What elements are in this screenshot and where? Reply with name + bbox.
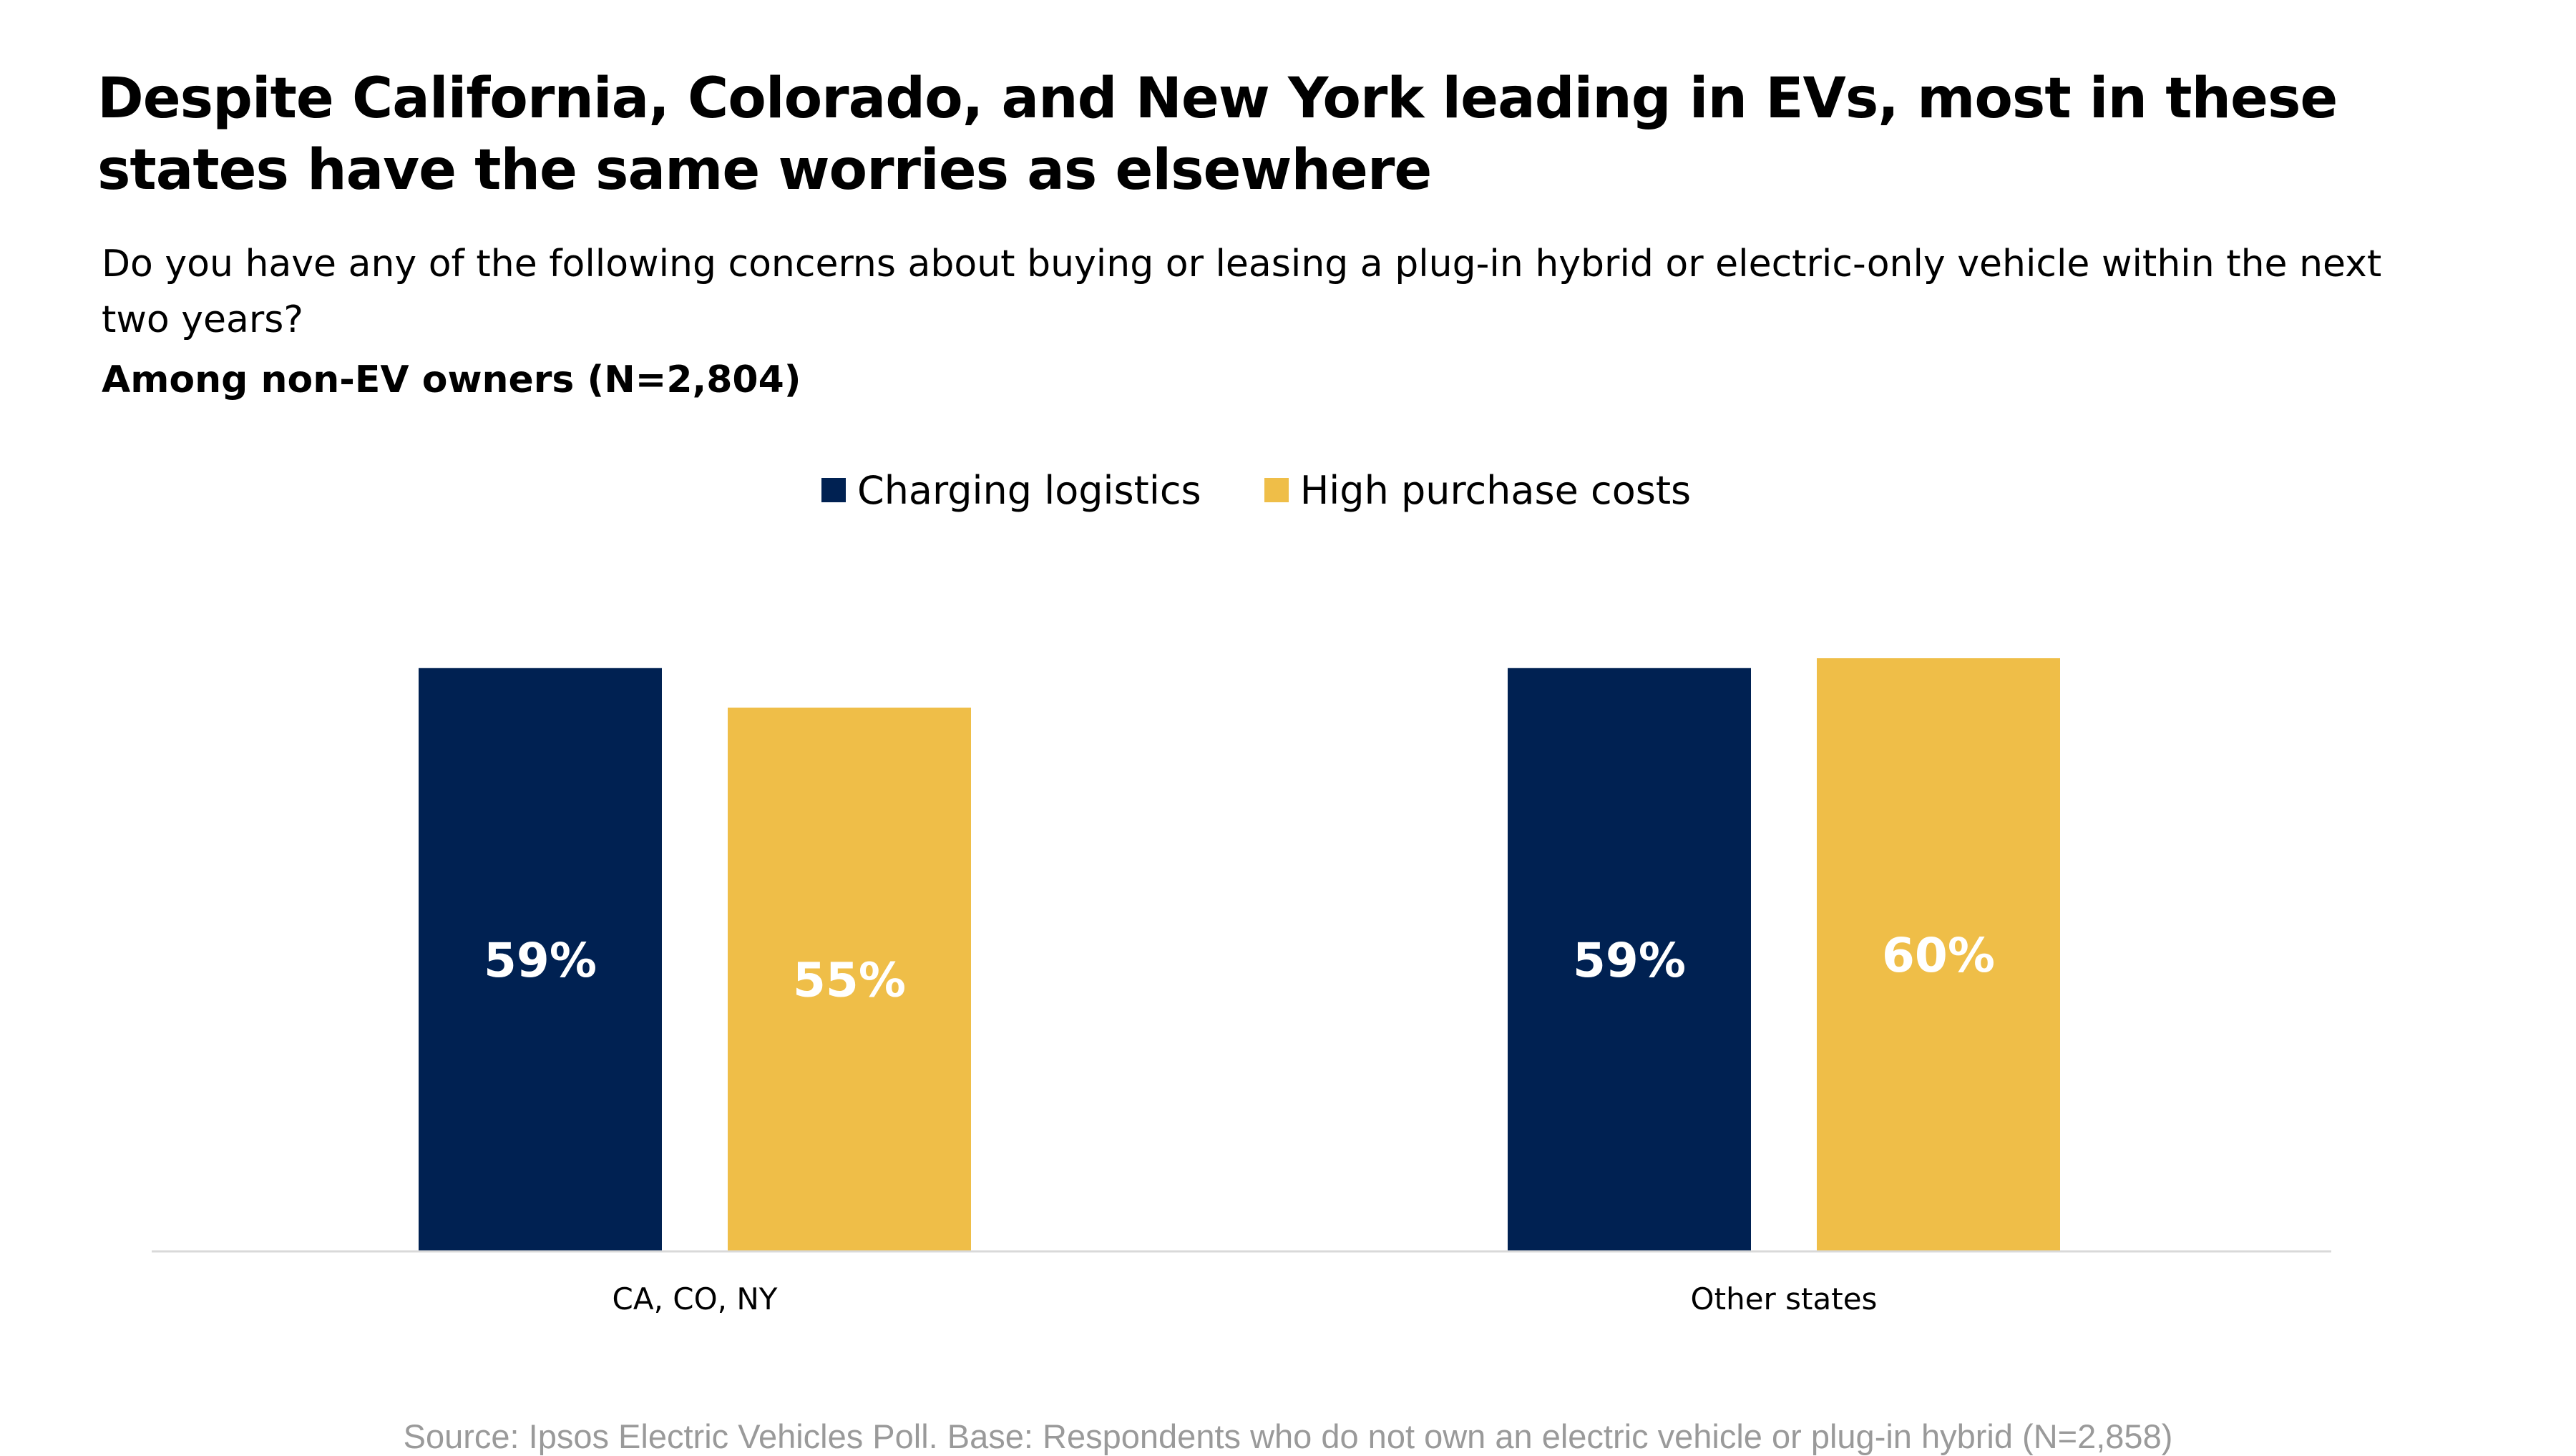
data-label-high-purchase-costs-ca-co-ny: 55% (793, 953, 906, 1008)
bar-high-purchase-costs-other-states (1817, 658, 2060, 1251)
data-label-charging-logistics-ca-co-ny: 59% (484, 933, 597, 988)
category-label-other-states: Other states (1691, 1281, 1878, 1316)
legend-label-high-purchase-costs: High purchase costs (1299, 467, 1692, 513)
bars-group (419, 658, 2060, 1251)
chart-title: Despite California, Colorado, and New Yo… (97, 67, 2338, 202)
data-label-charging-logistics-other-states: 59% (1573, 933, 1686, 988)
bar-labels-group: 59% 55% 59% 60% (484, 928, 1995, 1008)
legend-label-charging-logistics: Charging logistics (857, 467, 1201, 513)
bar-high-purchase-costs-ca-co-ny (728, 708, 971, 1251)
legend: Charging logistics High purchase costs (821, 461, 1754, 519)
legend-swatch-high-purchase-costs (1264, 478, 1289, 502)
source-note: Source: Ipsos Electric Vehicles Poll. Ba… (403, 1417, 2173, 1455)
base-note: Among non-EV owners (N=2,804) (102, 358, 801, 401)
chart-subtitle: Do you have any of the following concern… (102, 243, 2382, 341)
legend-item-high-purchase-costs: High purchase costs (1264, 467, 1692, 513)
category-label-ca-co-ny: CA, CO, NY (613, 1281, 778, 1316)
data-label-high-purchase-costs-other-states: 60% (1882, 928, 1995, 983)
bar-charging-logistics-other-states (1508, 668, 1751, 1251)
legend-swatch-charging-logistics (821, 478, 846, 502)
bar-charging-logistics-ca-co-ny (419, 668, 662, 1251)
legend-item-charging-logistics: Charging logistics (821, 468, 1201, 513)
category-labels-group: CA, CO, NY Other states (613, 1281, 1878, 1316)
